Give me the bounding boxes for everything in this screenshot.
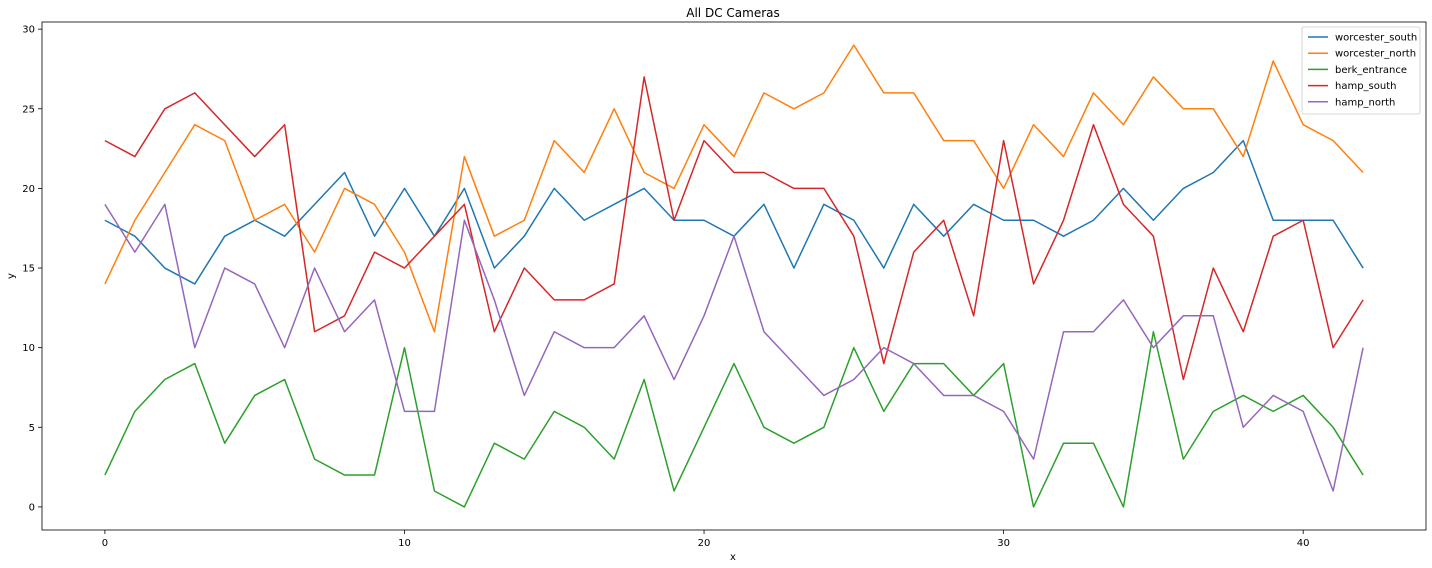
y-tick-label: 0	[29, 502, 35, 513]
legend-box	[1301, 26, 1421, 115]
x-axis-label: x	[730, 552, 736, 563]
y-tick-label: 25	[22, 104, 35, 115]
legend-label: berk_entrance	[1335, 65, 1407, 76]
y-tick-label: 15	[22, 264, 35, 275]
legend: worcester_south worcester_north berk_entra…	[1301, 26, 1421, 115]
plot-frame	[41, 21, 1427, 531]
series-line-worcester-north	[104, 44, 1364, 333]
legend-label: hamp_north	[1335, 97, 1395, 108]
legend-label: hamp_south	[1335, 81, 1396, 92]
series-line-hamp-south	[104, 76, 1364, 381]
x-tick-label: 0	[102, 538, 108, 549]
y-tick-label: 30	[22, 25, 35, 36]
x-tick-label: 40	[1297, 538, 1310, 549]
y-tick-label: 5	[29, 423, 35, 434]
legend-label: worcester_north	[1335, 49, 1416, 60]
series-line-hamp-north	[104, 203, 1364, 492]
x-tick-label: 10	[398, 538, 411, 549]
x-tick-label: 30	[997, 538, 1010, 549]
x-tick-label: 20	[698, 538, 711, 549]
legend-label: worcester_south	[1335, 33, 1417, 44]
y-tick-label: 20	[22, 184, 35, 195]
y-tick-label: 10	[22, 343, 35, 354]
y-axis: 0 5 10 15 20 25 30	[22, 25, 42, 513]
x-axis: 0 10 20 30 40	[102, 530, 1310, 549]
y-axis-label: y	[6, 273, 17, 279]
chart-title: All DC Cameras	[686, 6, 779, 20]
series-line-berk-entrance	[104, 330, 1364, 508]
plot-lines	[104, 44, 1364, 508]
